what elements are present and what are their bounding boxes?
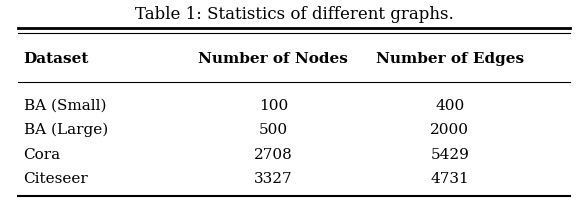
- Text: Cora: Cora: [24, 147, 61, 162]
- Text: 400: 400: [435, 99, 465, 113]
- Text: Table 1: Statistics of different graphs.: Table 1: Statistics of different graphs.: [135, 6, 453, 23]
- Text: BA (Large): BA (Large): [24, 123, 108, 138]
- Text: 500: 500: [259, 123, 288, 137]
- Text: 100: 100: [259, 99, 288, 113]
- Text: Number of Nodes: Number of Nodes: [199, 52, 348, 66]
- Text: Dataset: Dataset: [24, 52, 89, 66]
- Text: 2000: 2000: [430, 123, 469, 137]
- Text: BA (Small): BA (Small): [24, 99, 106, 113]
- Text: 5429: 5429: [430, 147, 469, 162]
- Text: 4731: 4731: [430, 172, 469, 186]
- Text: Number of Edges: Number of Edges: [376, 52, 524, 66]
- Text: 2708: 2708: [254, 147, 293, 162]
- Text: Citeseer: Citeseer: [24, 172, 88, 186]
- Text: 3327: 3327: [254, 172, 293, 186]
